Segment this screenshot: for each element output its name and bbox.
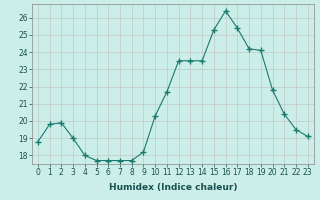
X-axis label: Humidex (Indice chaleur): Humidex (Indice chaleur) (108, 183, 237, 192)
